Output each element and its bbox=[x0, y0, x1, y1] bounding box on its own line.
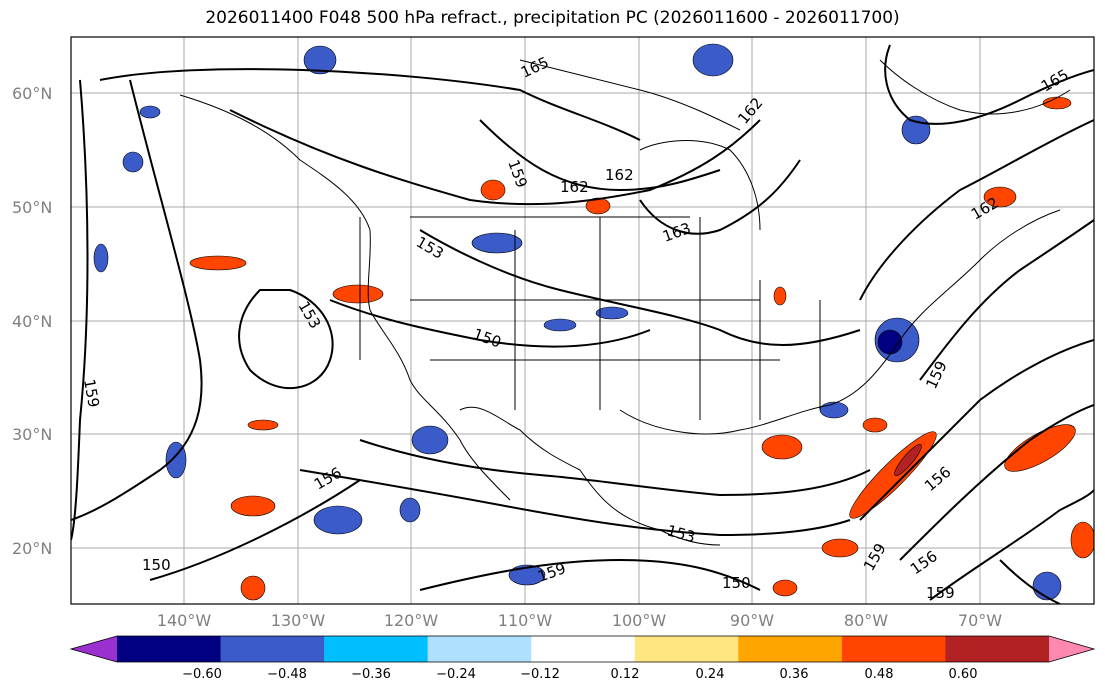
lat-label-40n: 40°N bbox=[12, 312, 53, 331]
lat-label-50n: 50°N bbox=[12, 198, 53, 217]
precip-positive-areas bbox=[189, 96, 1094, 601]
lon-label-110w: 110°W bbox=[497, 611, 553, 630]
colorbar-tick-label: −0.12 bbox=[520, 667, 560, 682]
contour-label: 162 bbox=[605, 166, 634, 184]
colorbar-tick-label: 0.24 bbox=[695, 667, 725, 682]
contours bbox=[71, 44, 1094, 604]
colorbar-tick-label: −0.60 bbox=[182, 667, 222, 682]
lon-label-130w: 130°W bbox=[270, 611, 326, 630]
contour-label: 159 bbox=[80, 378, 103, 409]
colorbar-tick-label: −0.36 bbox=[351, 667, 391, 682]
lat-label-20n: 20°N bbox=[12, 539, 53, 558]
contour-label: 159 bbox=[926, 584, 955, 602]
colorbar-tick-label: 0.48 bbox=[864, 667, 894, 682]
map-title: 2026011400 F048 500 hPa refract., precip… bbox=[205, 8, 900, 28]
lon-label-70w: 70°W bbox=[957, 611, 1003, 630]
lat-label-30n: 30°N bbox=[12, 425, 53, 444]
contour-label: 150 bbox=[142, 556, 171, 574]
map-frame bbox=[70, 36, 1095, 605]
colorbar-tick-label: 0.60 bbox=[948, 667, 978, 682]
colorbar-tick-label: −0.48 bbox=[267, 667, 307, 682]
contour-label: 162 bbox=[560, 178, 589, 196]
lon-label-80w: 80°W bbox=[843, 611, 889, 630]
colorbar-tick-label: 0.36 bbox=[779, 667, 809, 682]
lon-label-100w: 100°W bbox=[611, 611, 667, 630]
lon-label-140w: 140°W bbox=[156, 611, 212, 630]
lat-label-60n: 60°N bbox=[12, 84, 53, 103]
colorbar-tick-label: 0.12 bbox=[610, 667, 640, 682]
contour-label: 150 bbox=[722, 574, 751, 592]
lon-label-90w: 90°W bbox=[729, 611, 775, 630]
colorbar-tick-label: −0.24 bbox=[436, 667, 476, 682]
map-canvas: 165 165 162 162 162 162 163 159 153 153 … bbox=[70, 36, 1095, 605]
coastlines-borders bbox=[179, 59, 1071, 546]
lon-label-120w: 120°W bbox=[383, 611, 439, 630]
